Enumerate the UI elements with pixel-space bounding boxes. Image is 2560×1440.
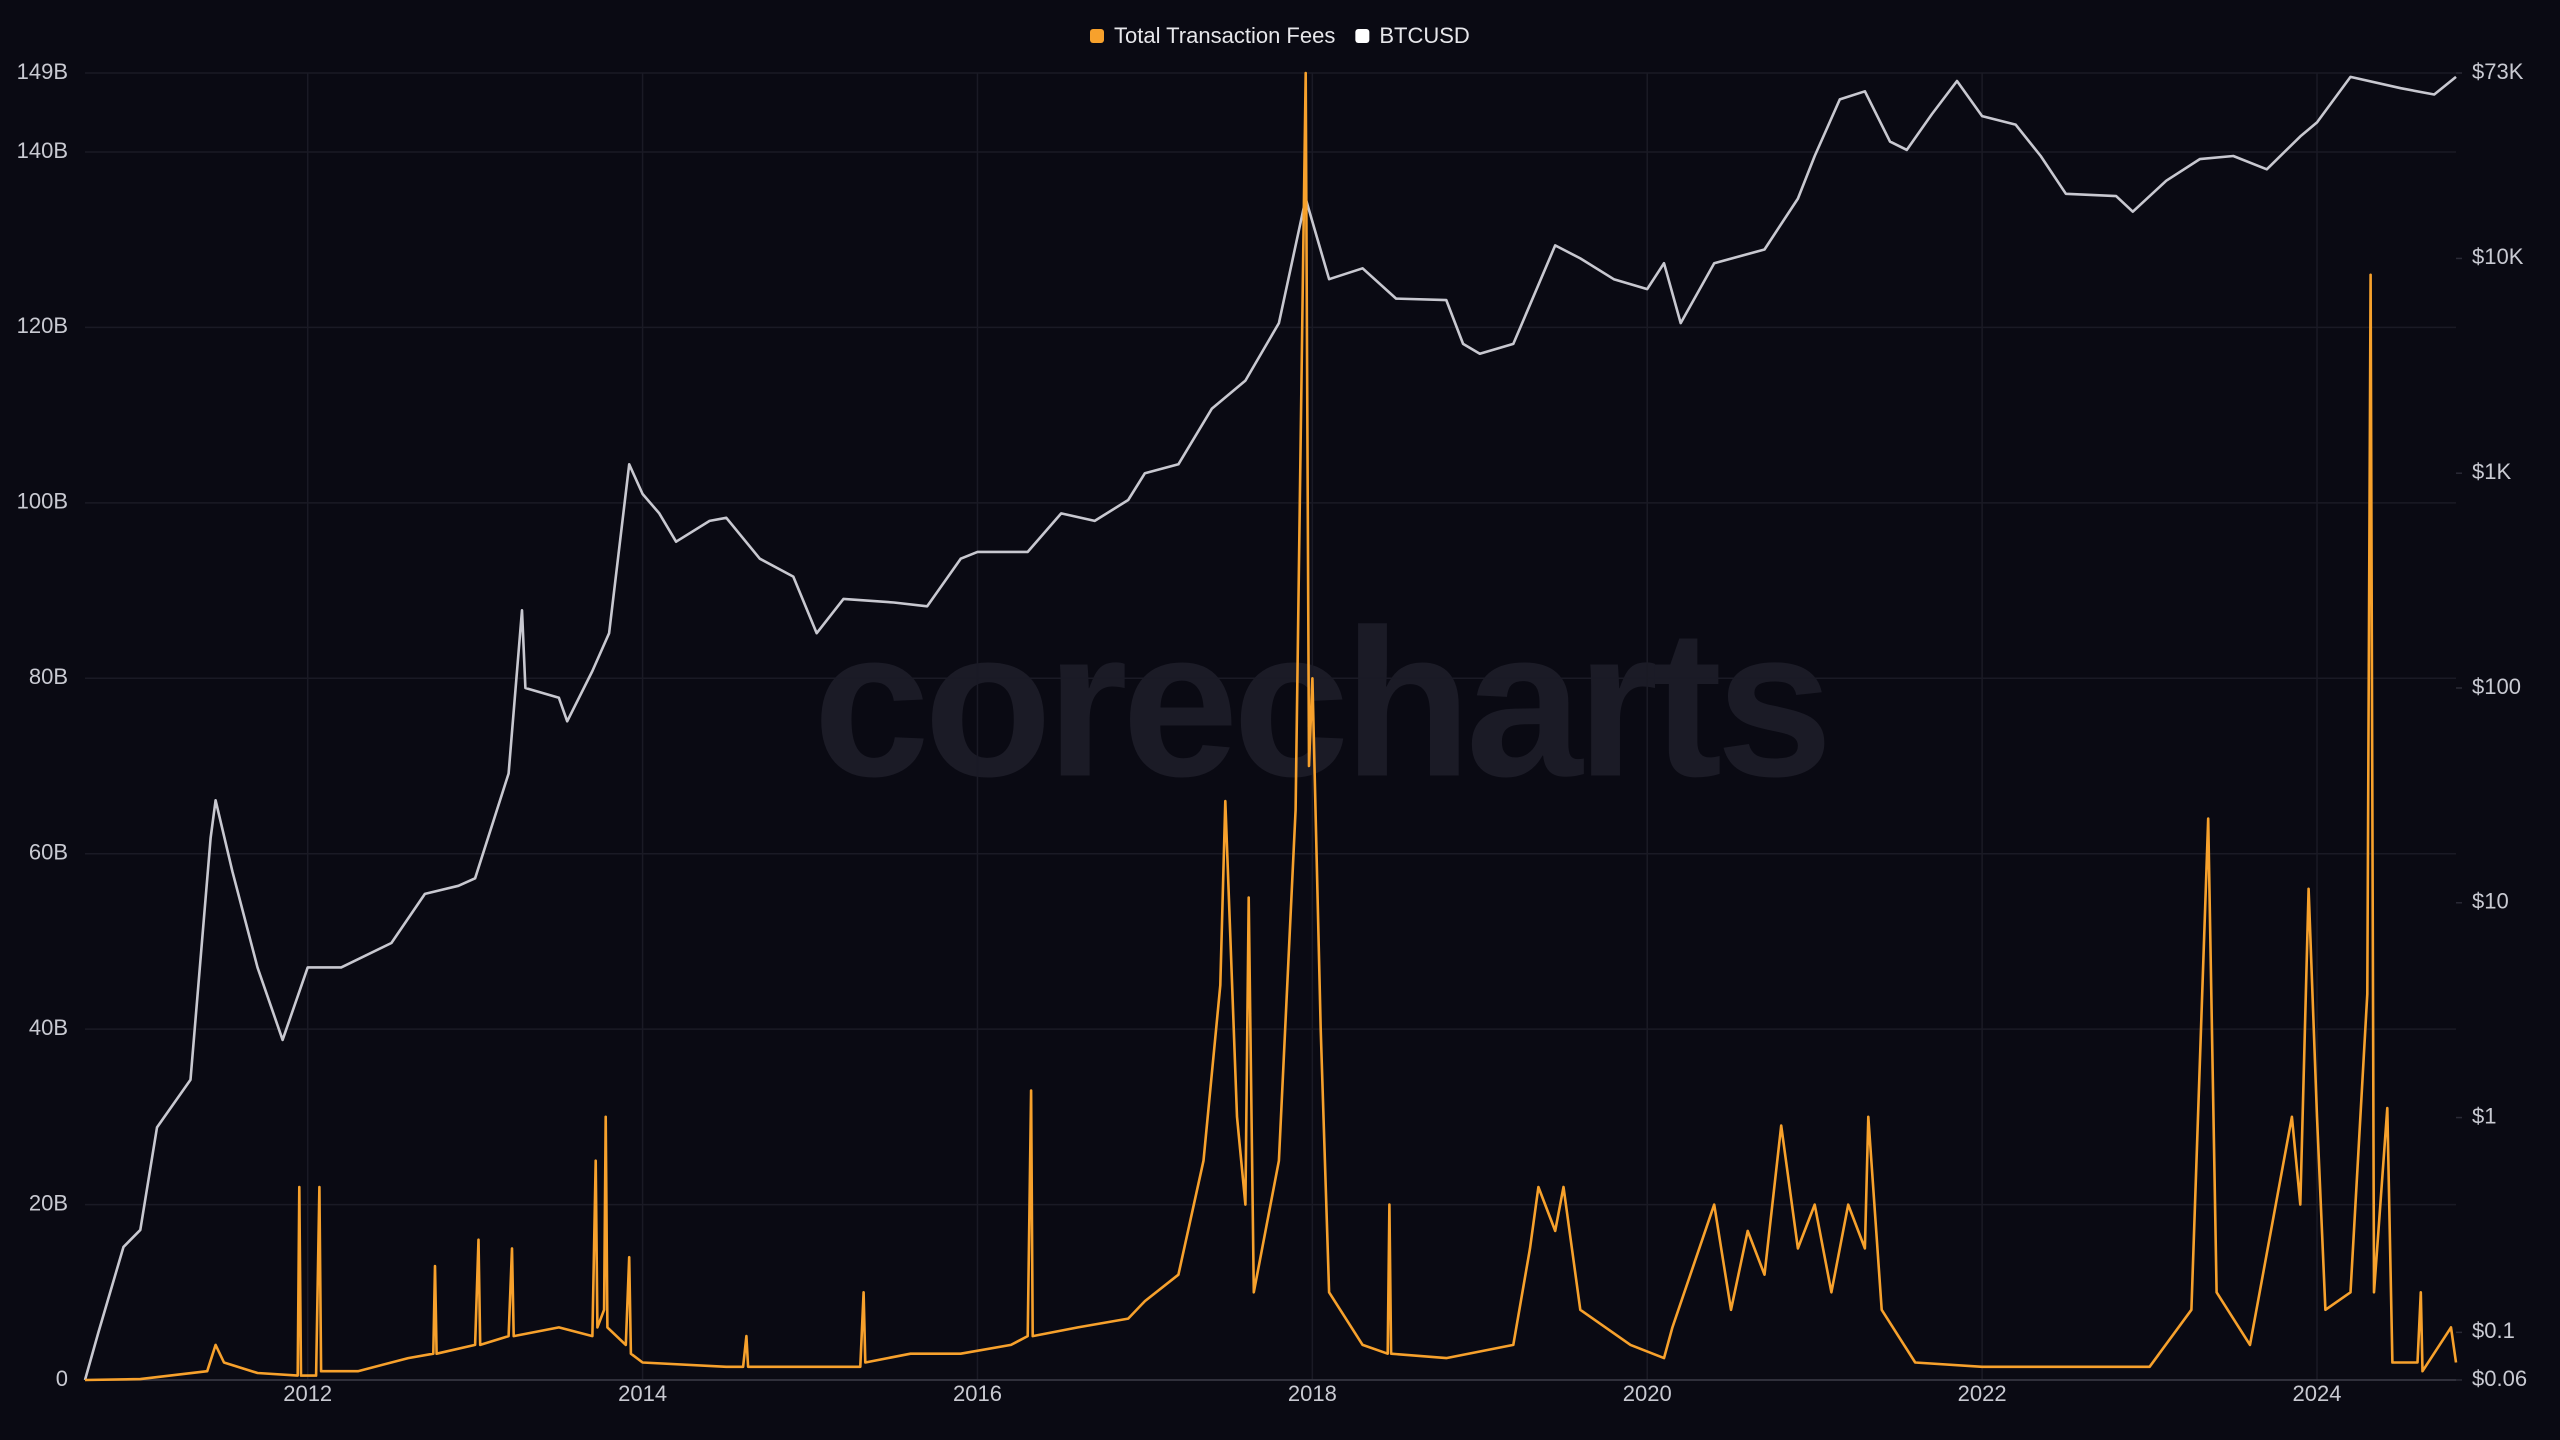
y-tick-label: 20B (29, 1190, 68, 1215)
y2-tick-label: $0.06 (2472, 1366, 2527, 1391)
x-tick-label: 2012 (283, 1381, 332, 1406)
x-tick-label: 2018 (1288, 1381, 1337, 1406)
x-tick-label: 2022 (1958, 1381, 2007, 1406)
x-tick-label: 2020 (1623, 1381, 1672, 1406)
legend-swatch (1355, 29, 1370, 43)
y2-tick-label: $73K (2472, 59, 2524, 84)
legend-swatch (1090, 29, 1104, 43)
y-tick-label: 100B (17, 489, 68, 514)
series-line (84, 71, 2458, 1382)
y2-tick-label: $100 (2472, 674, 2521, 699)
y2-tick-label: $1K (2472, 459, 2511, 484)
x-tick-label: 2016 (953, 1381, 1002, 1406)
x-tick-label: 2014 (618, 1381, 667, 1406)
watermark: corecharts (813, 585, 1827, 820)
y-tick-label: 0 (56, 1366, 68, 1391)
y-tick-label: 40B (29, 1015, 68, 1040)
x-tick-label: 2024 (2293, 1381, 2342, 1406)
y-tick-label: 120B (17, 313, 68, 338)
series-line (83, 75, 2457, 1381)
legend-label: Total Transaction Fees (1114, 23, 1335, 48)
legend-label: BTCUSD (1379, 23, 1469, 48)
y2-tick-label: $10 (2472, 889, 2509, 914)
y-tick-label: 140B (17, 138, 68, 163)
y2-tick-label: $10K (2472, 244, 2524, 269)
y-tick-label: 149B (17, 59, 68, 84)
y-tick-label: 80B (29, 664, 68, 689)
y2-tick-label: $1 (2472, 1103, 2496, 1128)
y-tick-label: 60B (29, 840, 68, 865)
y2-tick-label: $0.1 (2472, 1318, 2515, 1343)
